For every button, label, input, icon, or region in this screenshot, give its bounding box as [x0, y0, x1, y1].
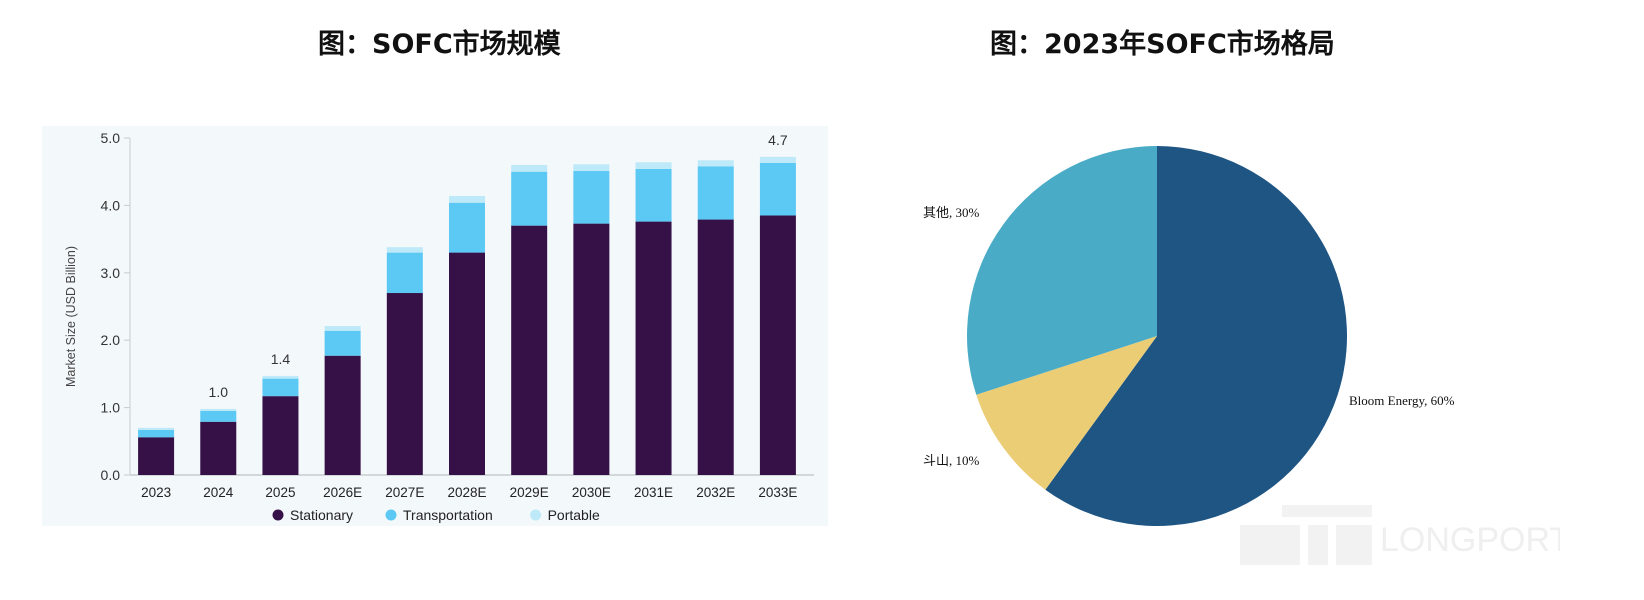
bar-stationary — [511, 225, 548, 475]
bar-portable — [759, 156, 796, 163]
bar-stationary — [138, 437, 175, 475]
x-tick-label: 2032E — [696, 485, 735, 500]
bar-transportation — [138, 429, 175, 438]
bar-transportation — [511, 171, 548, 226]
legend-label: Portable — [548, 507, 600, 523]
y-axis-label: Market Size (USD Billion) — [64, 246, 78, 387]
bar-stationary — [573, 223, 610, 475]
x-tick-label: 2027E — [385, 485, 424, 500]
bar-portable — [635, 162, 672, 170]
pie-chart: Bloom Energy, 60% 斗山, 10% 其他, 30% — [923, 146, 1455, 526]
watermark-text: LONGPORT — [1380, 521, 1560, 559]
y-tick-label: 5.0 — [101, 130, 121, 146]
bar-portable — [138, 427, 175, 430]
bar-stationary — [759, 215, 796, 475]
x-tick-label: 2025 — [265, 485, 295, 500]
x-tick-label: 2033E — [758, 485, 797, 500]
bar-transportation — [200, 410, 237, 422]
bar-chart: 0.0 1.0 2.0 3.0 4.0 5.0 Market Size (USD Billi… — [64, 130, 814, 523]
bar-portable — [262, 375, 299, 379]
bar-transportation — [635, 169, 672, 222]
bar-transportation — [262, 378, 299, 397]
pie-slice — [1045, 146, 1347, 526]
legend-marker — [385, 509, 397, 521]
bar-stationary — [449, 252, 485, 475]
bar-portable — [511, 164, 548, 172]
x-tick-label: 2030E — [572, 485, 611, 500]
legend-label: Stationary — [290, 507, 353, 523]
bar-transportation — [759, 162, 796, 216]
bar-stationary — [386, 293, 423, 475]
bar-stationary — [262, 396, 299, 475]
legend-marker — [530, 509, 542, 521]
bar-transportation — [697, 166, 734, 220]
pie-label: 斗山, 10% — [923, 453, 980, 468]
pie-chart-title: 图：2023年SOFC市场格局 — [990, 29, 1335, 60]
legend-marker — [272, 509, 284, 521]
bar-stationary — [635, 221, 672, 475]
y-tick-label: 1.0 — [101, 400, 121, 416]
x-tick-label: 2024 — [203, 485, 234, 500]
pie-label: 其他, 30% — [923, 205, 980, 220]
bar-portable — [573, 164, 610, 172]
bar-portable — [386, 247, 423, 253]
y-tick-label: 3.0 — [101, 265, 121, 281]
bar-portable — [697, 160, 734, 167]
data-label: 1.4 — [271, 351, 291, 367]
bar-transportation — [386, 252, 423, 294]
bar-transportation — [573, 171, 610, 224]
bar-portable — [324, 326, 361, 331]
bar-transportation — [324, 330, 361, 356]
x-tick-label: 2028E — [447, 485, 486, 500]
data-label: 1.0 — [209, 384, 229, 400]
x-tick-label: 2031E — [634, 485, 673, 500]
x-tick-label: 2023 — [141, 485, 171, 500]
pie-slice — [967, 146, 1157, 395]
y-tick-label: 0.0 — [101, 467, 121, 483]
pie-label: Bloom Energy, 60% — [1349, 393, 1455, 408]
bar-chart-panel: 0.0 1.0 2.0 3.0 4.0 5.0 Market Size (USD Billi… — [42, 126, 828, 526]
data-label: 4.7 — [768, 132, 788, 148]
bar-portable — [449, 195, 485, 203]
x-tick-label: 2029E — [510, 485, 549, 500]
bar-stationary — [324, 355, 361, 475]
pie-slice — [976, 336, 1157, 490]
longport-watermark: LONGPORT — [1240, 505, 1560, 565]
bar-stationary — [200, 421, 237, 475]
bar-chart-title: 图：SOFC市场规模 — [318, 29, 561, 60]
y-tick-label: 2.0 — [101, 332, 121, 348]
bar-stationary — [697, 219, 734, 475]
bar-transportation — [449, 202, 485, 253]
x-tick-label: 2026E — [323, 485, 362, 500]
y-tick-label: 4.0 — [101, 197, 121, 213]
legend-label: Transportation — [403, 507, 493, 523]
bar-portable — [200, 408, 237, 411]
